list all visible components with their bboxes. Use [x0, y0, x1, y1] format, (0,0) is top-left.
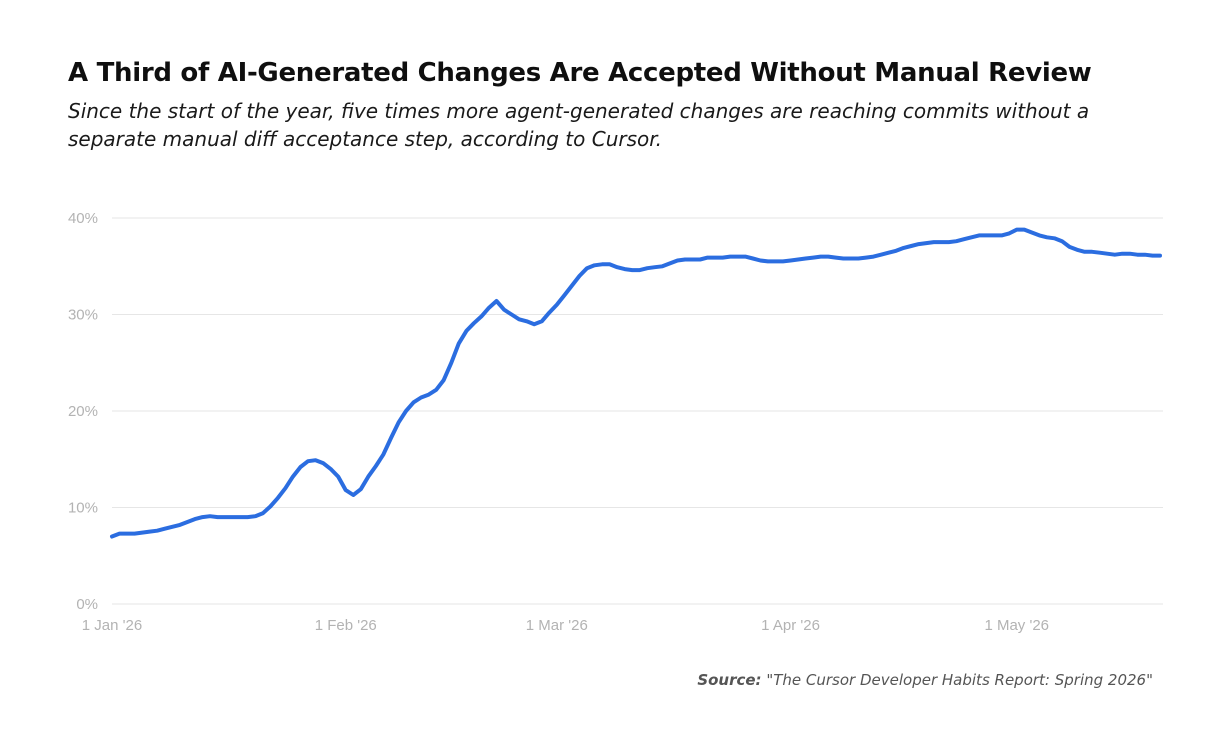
- chart-subtitle: Since the start of the year, five times …: [68, 99, 1090, 151]
- x-tick-label: 1 May '26: [984, 617, 1049, 634]
- y-axis-ticks: 0% 10% 20% 30% 40%: [68, 210, 98, 613]
- x-tick-label: 1 Apr '26: [761, 617, 820, 634]
- gridlines: [112, 217, 1163, 605]
- series-layer: [110, 227, 1162, 539]
- source-note: Source: "The Cursor Developer Habits Rep…: [697, 671, 1153, 689]
- y-tick-label: 40%: [68, 210, 98, 227]
- x-tick-label: 1 Mar '26: [526, 617, 588, 634]
- x-tick-label: 1 Jan '26: [82, 617, 142, 634]
- y-tick-label: 20%: [68, 403, 98, 420]
- y-tick-label: 30%: [68, 307, 98, 324]
- source-label: Source:: [697, 671, 762, 689]
- series-line: [110, 227, 1162, 539]
- chart-title: A Third of AI-Generated Changes Are Acce…: [68, 58, 1092, 88]
- y-tick-label: 0%: [76, 596, 98, 613]
- x-axis-ticks: 1 Jan '26 1 Feb '26 1 Mar '26 1 Apr '26 1 Ma…: [82, 617, 1049, 634]
- x-tick-label: 1 Feb '26: [315, 617, 377, 634]
- y-tick-label: 10%: [68, 500, 98, 517]
- source-text: "The Cursor Developer Habits Report: Spr…: [766, 671, 1153, 689]
